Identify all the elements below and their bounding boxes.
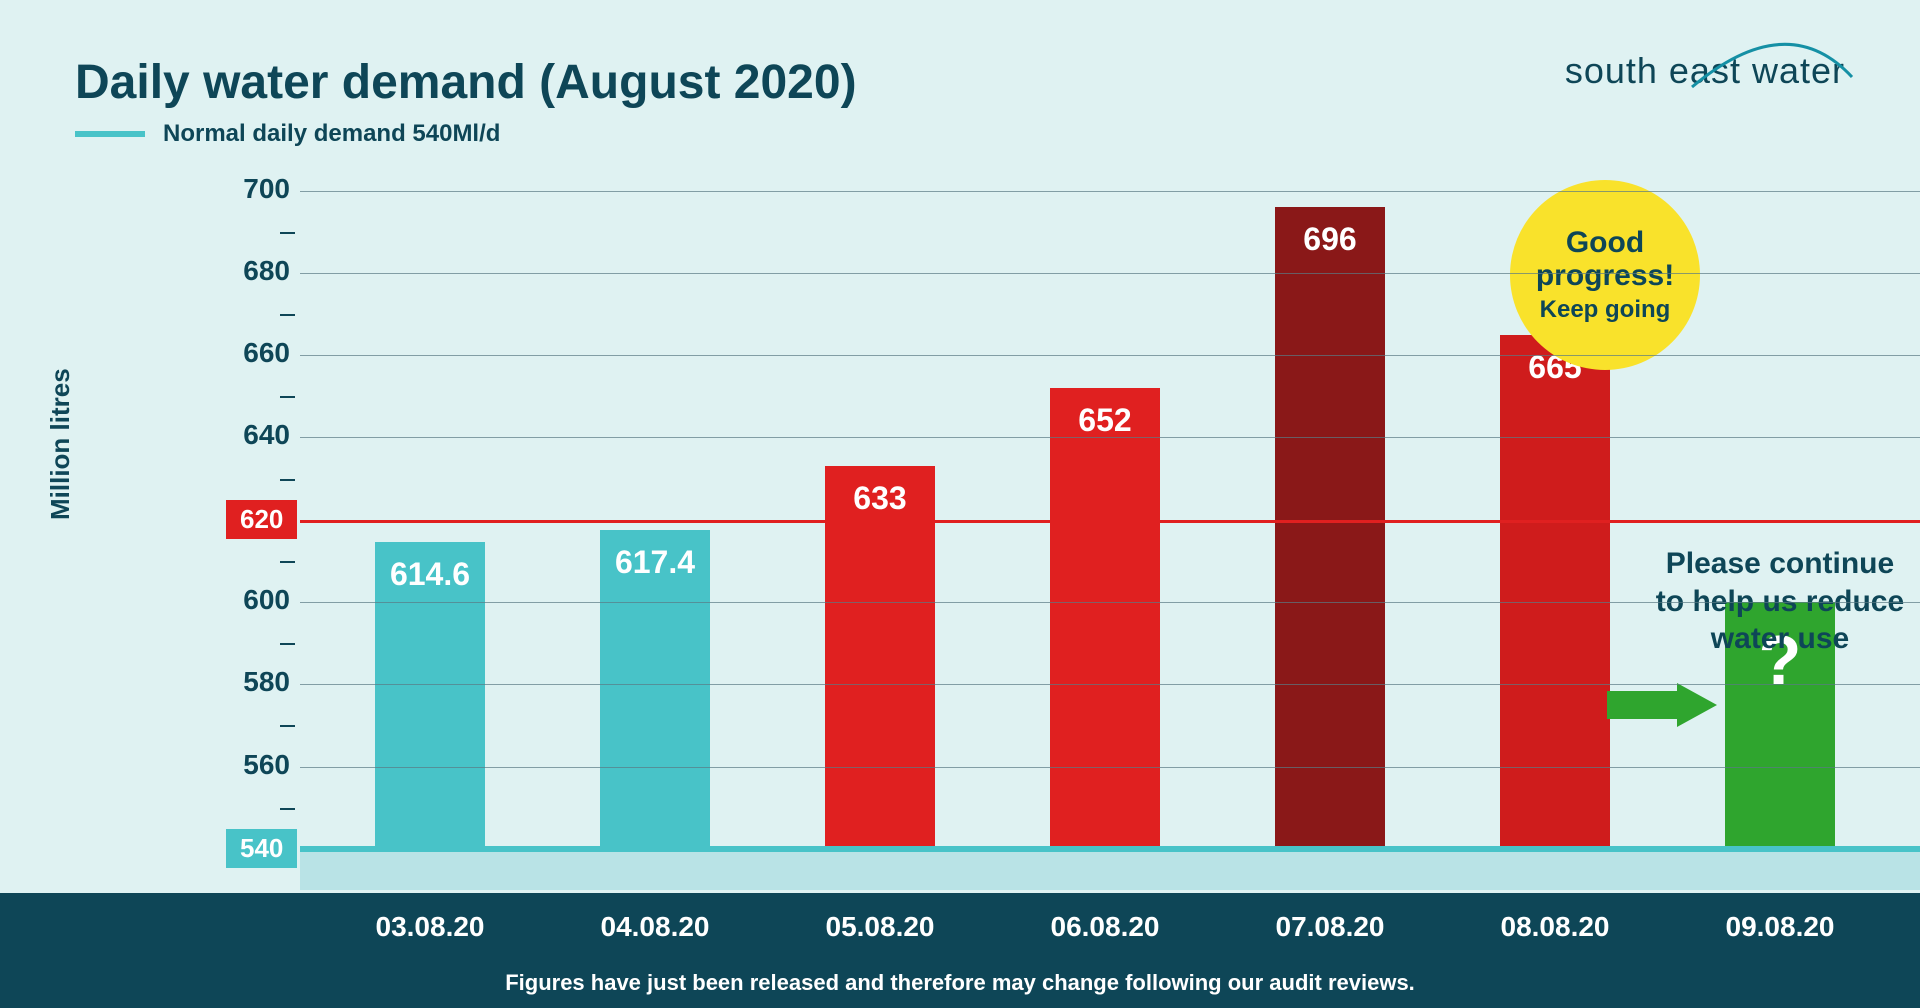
brand-logo: south east water [1565, 50, 1845, 92]
legend-label: Normal daily demand 540Ml/d [163, 120, 500, 148]
x-tick-label: 08.08.20 [1475, 911, 1635, 943]
x-tick-label: 03.08.20 [350, 911, 510, 943]
gridline [300, 273, 1920, 274]
x-tick-label: 06.08.20 [1025, 911, 1185, 943]
x-tick-label: 04.08.20 [575, 911, 735, 943]
y-tick-label: 700 [220, 173, 290, 205]
page-title: Daily water demand (August 2020) [75, 55, 857, 110]
threshold-label: 620 [226, 500, 297, 539]
y-axis-label: Million litres [45, 368, 76, 520]
gridline [300, 767, 1920, 768]
bar-value-label: 633 [825, 480, 935, 517]
bar: 633 [825, 466, 935, 890]
legend: Normal daily demand 540Ml/d [75, 120, 500, 148]
legend-swatch [75, 131, 145, 137]
gridline [300, 437, 1920, 438]
bar-value-label: 614.6 [375, 556, 485, 593]
gridline [300, 355, 1920, 356]
progress-badge: Goodprogress! Keep going [1510, 180, 1700, 370]
y-tick-label: 680 [220, 255, 290, 287]
y-minor-tick [280, 643, 295, 645]
logo-arc-icon [1687, 32, 1857, 102]
bar-value-label: 652 [1050, 402, 1160, 439]
bar-value-label: 696 [1275, 221, 1385, 258]
x-tick-label: 09.08.20 [1700, 911, 1860, 943]
y-tick-label: 660 [220, 337, 290, 369]
x-tick-label: 07.08.20 [1250, 911, 1410, 943]
y-minor-tick [280, 561, 295, 563]
footnote: Figures have just been released and ther… [0, 970, 1920, 996]
normal-demand-line [300, 846, 1920, 852]
normal-demand-band [300, 849, 1920, 890]
y-tick-label: 640 [220, 419, 290, 451]
y-minor-tick [280, 232, 295, 234]
y-tick-label: 580 [220, 666, 290, 698]
gridline [300, 191, 1920, 192]
badge-subtitle: Keep going [1540, 296, 1671, 324]
plot-area: 614.6617.4633652696665?Goodprogress!Keep… [300, 170, 1920, 890]
bar: 617.4 [600, 530, 710, 890]
bar: 665 [1500, 335, 1610, 890]
chart-area: 614.6617.4633652696665?Goodprogress!Keep… [120, 170, 1860, 890]
footer-bar: 03.08.20 04.08.20 05.08.20 06.08.20 07.08.20… [0, 893, 1920, 1008]
gridline [300, 602, 1920, 603]
y-minor-tick [280, 725, 295, 727]
y-tick-label: 600 [220, 584, 290, 616]
bar: 696 [1275, 207, 1385, 890]
gridline [300, 684, 1920, 685]
bar: 652 [1050, 388, 1160, 890]
bar-value-label: 617.4 [600, 544, 710, 581]
y-tick-label: 560 [220, 749, 290, 781]
bar: 614.6 [375, 542, 485, 890]
y-minor-tick [280, 396, 295, 398]
x-tick-label: 05.08.20 [800, 911, 960, 943]
y-minor-tick [280, 479, 295, 481]
y-minor-tick [280, 808, 295, 810]
threshold-line [300, 520, 1920, 523]
y-minor-tick [280, 314, 295, 316]
badge-title: Goodprogress! [1536, 226, 1674, 292]
normal-demand-label: 540 [226, 829, 297, 868]
